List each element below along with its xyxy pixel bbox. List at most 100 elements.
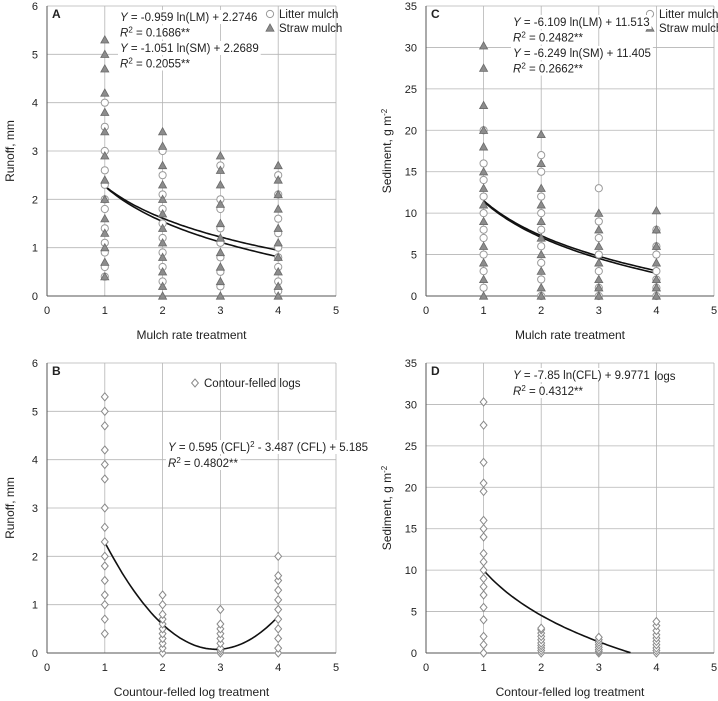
y-axis-title: Runoff, mm <box>3 477 17 539</box>
data-point <box>594 282 604 292</box>
y-tick-label: 35 <box>405 358 417 370</box>
data-point <box>478 258 489 267</box>
data-point <box>537 209 546 218</box>
legend-label: Litter mulch <box>279 9 338 21</box>
data-point <box>100 445 109 455</box>
legend-label: Contour-felled logs <box>204 378 301 390</box>
data-point <box>216 624 225 634</box>
x-tick-label: 0 <box>44 662 50 674</box>
data-point <box>100 421 109 431</box>
data-point <box>651 282 662 292</box>
y-tick-label: 15 <box>405 524 417 536</box>
x-tick-label: 1 <box>481 662 487 674</box>
data-point <box>536 266 546 275</box>
legend-label: Straw mulch <box>659 23 718 35</box>
data-point <box>594 267 603 276</box>
data-point <box>594 184 603 193</box>
data-point <box>536 233 546 242</box>
data-point <box>537 242 546 251</box>
y-tick-label: 2 <box>32 551 38 563</box>
data-point <box>594 632 603 643</box>
data-point <box>158 609 167 620</box>
data-point <box>274 551 283 562</box>
x-tick-label: 4 <box>653 305 659 317</box>
data-point <box>479 420 488 430</box>
y-tick-label: 20 <box>405 125 417 137</box>
data-point <box>100 614 109 624</box>
data-point <box>479 486 488 497</box>
equation-annotation: R2 = 0.2662** <box>513 61 584 76</box>
data-point <box>478 183 489 192</box>
data-point <box>100 64 110 73</box>
data-point <box>100 406 109 417</box>
data-point <box>479 267 488 276</box>
data-point <box>274 585 283 595</box>
legend-label: Litter mulch <box>659 9 718 21</box>
y-tick-label: 4 <box>32 455 38 467</box>
data-point <box>479 590 488 600</box>
data-point <box>479 159 488 168</box>
data-point <box>478 63 489 72</box>
regression-curve <box>104 185 279 252</box>
y-tick-label: 5 <box>32 49 38 61</box>
y-tick-label: 0 <box>411 648 417 660</box>
data-point <box>536 282 546 292</box>
data-point <box>100 575 109 586</box>
y-tick-label: 5 <box>411 250 417 262</box>
data-point <box>274 633 283 644</box>
x-tick-label: 1 <box>102 305 108 317</box>
data-point <box>478 166 489 176</box>
data-point <box>478 200 489 209</box>
data-point <box>479 233 488 243</box>
data-point <box>100 107 110 116</box>
data-point <box>100 522 109 533</box>
data-point <box>100 204 109 214</box>
data-point <box>216 633 225 644</box>
x-tick-label: 4 <box>653 662 659 674</box>
annotation-bg <box>511 30 586 45</box>
data-point <box>478 241 489 250</box>
data-point <box>158 619 167 629</box>
equation-annotation: R2 = 0.2482** <box>513 30 584 45</box>
y-axis-title: Sediment, g m-2 <box>380 108 395 193</box>
data-point <box>100 392 109 402</box>
data-point <box>479 175 488 185</box>
annotation-bg <box>118 25 193 40</box>
y-tick-label: 3 <box>32 146 38 158</box>
data-point <box>216 604 225 615</box>
data-point <box>158 643 167 653</box>
annotation-bg <box>118 10 260 24</box>
x-tick-label: 0 <box>423 662 429 674</box>
data-point <box>274 604 283 615</box>
data-point <box>651 224 662 234</box>
data-point <box>216 619 225 629</box>
equation-annotation: R2 = 0.4312** <box>513 384 584 399</box>
data-point <box>274 624 283 634</box>
data-point <box>479 573 488 584</box>
data-point <box>274 595 283 605</box>
data-point <box>215 276 226 286</box>
legend-label: Straw mulch <box>279 23 342 35</box>
data-point <box>479 631 488 642</box>
annotation-bg <box>166 456 241 470</box>
data-point <box>215 180 226 189</box>
regression-curve <box>483 199 657 272</box>
x-tick-label: 2 <box>160 662 166 674</box>
data-point <box>216 628 225 639</box>
data-point <box>479 397 488 407</box>
data-point <box>273 223 283 232</box>
data-point <box>158 624 167 634</box>
annotation-bg <box>511 15 652 29</box>
data-point <box>273 281 283 290</box>
y-axis-title: Runoff, mm <box>3 120 17 182</box>
annotation-bg <box>511 384 586 398</box>
data-point <box>478 216 489 226</box>
data-point <box>594 224 604 234</box>
data-point <box>274 214 283 223</box>
data-point <box>157 126 168 136</box>
data-point <box>594 274 604 284</box>
data-point <box>215 218 226 228</box>
data-point <box>100 213 110 223</box>
data-point <box>652 250 661 259</box>
